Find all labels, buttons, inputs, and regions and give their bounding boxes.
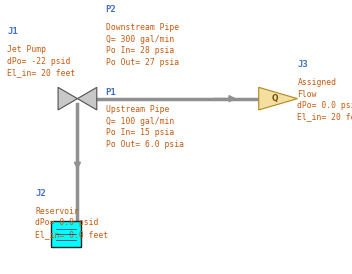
Polygon shape bbox=[77, 87, 97, 110]
Text: Q: Q bbox=[271, 94, 278, 103]
Polygon shape bbox=[259, 87, 297, 110]
Text: P2: P2 bbox=[106, 5, 117, 15]
Text: J2: J2 bbox=[35, 189, 46, 198]
Text: Upstream Pipe
Q= 100 gal/min
Po In= 15 psia
Po Out= 6.0 psia: Upstream Pipe Q= 100 gal/min Po In= 15 p… bbox=[106, 105, 184, 149]
Text: J3: J3 bbox=[297, 60, 308, 69]
Text: Downstream Pipe
Q= 300 gal/min
Po In= 28 psia
Po Out= 27 psia: Downstream Pipe Q= 300 gal/min Po In= 28… bbox=[106, 23, 179, 67]
Text: Reservoir
dPo= 0.0 psid
El_in= 0.0 feet: Reservoir dPo= 0.0 psid El_in= 0.0 feet bbox=[35, 207, 108, 239]
Text: J1: J1 bbox=[7, 27, 18, 36]
Text: P1: P1 bbox=[106, 88, 117, 97]
Bar bbox=[51, 221, 81, 247]
Text: Assigned
Flow
dPo= 0.0 psid
El_in= 20 feet: Assigned Flow dPo= 0.0 psid El_in= 20 fe… bbox=[297, 78, 352, 121]
Text: Jet Pump
dPo= -22 psid
El_in= 20 feet: Jet Pump dPo= -22 psid El_in= 20 feet bbox=[7, 45, 75, 77]
Polygon shape bbox=[58, 87, 77, 110]
